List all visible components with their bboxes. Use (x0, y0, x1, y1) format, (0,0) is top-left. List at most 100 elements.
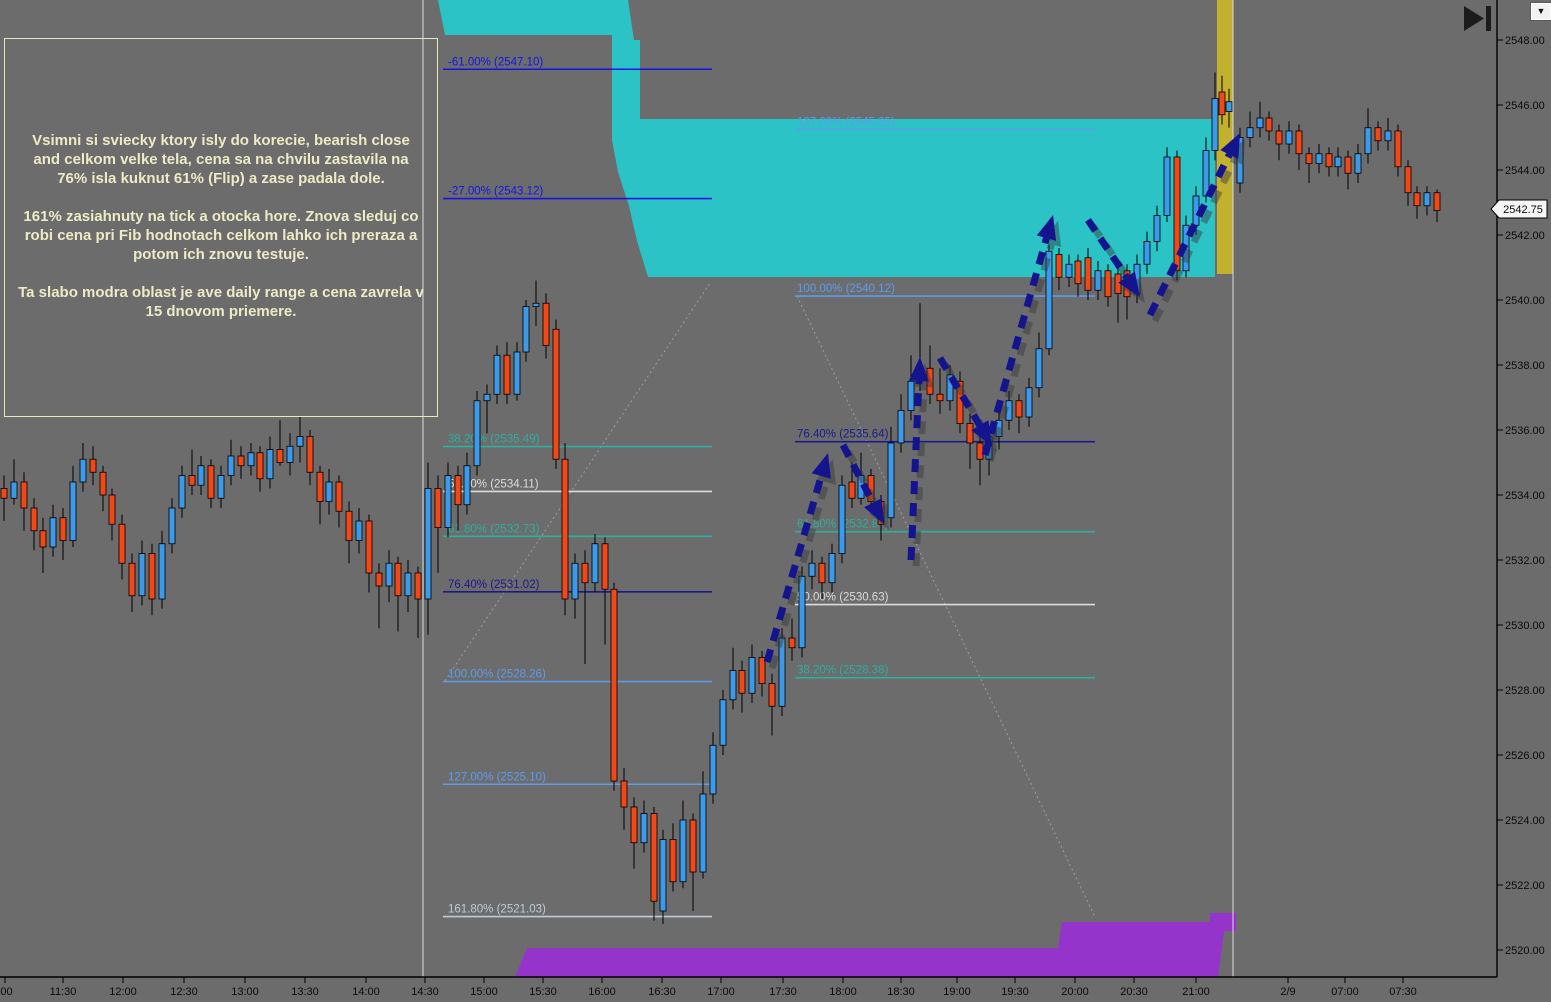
down-candle (237, 455, 245, 467)
up-candle (513, 351, 521, 395)
fib-level-label: 61.80% (2532.73) (448, 523, 540, 535)
down-candle (936, 393, 944, 402)
down-candle (818, 562, 826, 584)
session-lines-layer (422, 0, 1234, 977)
fib-level-label: 127.00% (2545.25) (797, 116, 895, 128)
down-candle (454, 475, 462, 506)
up-candle (49, 517, 57, 548)
down-candle (610, 588, 618, 782)
arrow-head (971, 420, 992, 446)
down-candle (788, 637, 796, 649)
down-candle (552, 328, 560, 460)
up-candle (483, 393, 491, 402)
down-candle (394, 562, 402, 597)
time-tick-label: 07:30 (1389, 986, 1417, 998)
time-tick-label: 15:00 (470, 986, 498, 998)
axis-dropdown-button[interactable]: ▼ (1530, 2, 1551, 21)
up-candle (217, 475, 225, 499)
price-tick-label: 2542.00 (1505, 230, 1545, 242)
arrow-shaft (912, 386, 928, 567)
up-candle (247, 452, 255, 467)
price-tick-label: 2520.00 (1505, 945, 1545, 957)
time-tick-label: 18:30 (887, 986, 915, 998)
arrow-shaft (1085, 218, 1130, 280)
time-tick-label: 2/9 (1280, 986, 1295, 998)
up-candle (532, 302, 540, 307)
down-candle (689, 819, 697, 873)
up-candle (1334, 156, 1342, 168)
fib-level-label: -27.00% (2543.12) (448, 186, 543, 198)
current-price-marker: 2542.75 (1490, 199, 1548, 219)
down-candle (669, 839, 677, 883)
up-candle (887, 442, 895, 519)
up-candle (897, 410, 905, 444)
up-candle (178, 475, 186, 509)
up-candle (1225, 101, 1233, 112)
down-candle (1275, 130, 1283, 145)
price-tick-label: 2524.00 (1505, 815, 1545, 827)
current-price-value: 2542.75 (1503, 204, 1543, 216)
up-candle (296, 436, 304, 447)
up-candle (828, 553, 836, 584)
up-candle (1153, 215, 1161, 242)
down-candle (1305, 153, 1313, 164)
up-candle (729, 670, 737, 701)
time-tick-label: 17:30 (769, 986, 797, 998)
up-candle (158, 543, 166, 600)
up-candle (1246, 127, 1254, 138)
down-candle (1394, 130, 1402, 168)
down-candle (503, 354, 511, 395)
up-candle (808, 562, 816, 577)
down-candle (148, 553, 156, 600)
fib-level-label: 38.20% (2535.49) (448, 434, 540, 446)
down-candle (89, 458, 97, 473)
fib-level-label: 50.00% (2530.63) (797, 592, 889, 604)
up-candle (266, 449, 274, 480)
down-candle (118, 523, 126, 564)
down-candle (99, 471, 107, 496)
up-candle (1202, 150, 1210, 197)
down-candle (188, 475, 196, 486)
down-candle (848, 481, 856, 499)
up-candle (1143, 241, 1151, 265)
up-candle (1256, 117, 1264, 129)
price-tick-label: 2548.00 (1505, 35, 1545, 47)
down-candle (650, 813, 658, 902)
time-tick-label: 13:00 (231, 986, 259, 998)
annotation-arrows-layer (763, 133, 1245, 669)
price-tick-label: 2532.00 (1505, 555, 1545, 567)
up-candle (699, 793, 707, 873)
down-candle (306, 436, 314, 473)
time-tick-label: 17:00 (707, 986, 735, 998)
arrow-head (908, 357, 929, 382)
up-candle (659, 839, 667, 912)
annotation-text-box: Vsimni si sviecky ktory isly do korecie,… (4, 38, 438, 417)
fib-level-label: 50.00% (2534.11) (448, 478, 539, 490)
fib-level-label: 38.20% (2528.38) (797, 665, 889, 677)
skip-to-end-icon[interactable] (1464, 6, 1491, 31)
up-candle (227, 455, 235, 476)
up-candle (1315, 153, 1323, 164)
down-candle (581, 562, 589, 584)
down-candle (207, 465, 215, 499)
up-candle (1025, 387, 1033, 418)
arrow-shaft (981, 237, 1050, 456)
arrow-head (811, 453, 831, 479)
down-candle (1344, 156, 1352, 174)
up-candle (1094, 270, 1102, 291)
fib-level-label: 127.00% (2525.10) (448, 771, 546, 783)
down-candle (1325, 153, 1333, 168)
up-candle (79, 458, 87, 483)
arrow-shaft (768, 481, 830, 669)
up-candle (404, 572, 412, 597)
down-candle (1074, 260, 1082, 285)
up-candle (640, 813, 648, 844)
arrow-shaft (907, 380, 923, 561)
up-candle (946, 374, 954, 402)
arrow-head (1118, 271, 1140, 297)
arrow-head (864, 498, 884, 524)
up-candle (1423, 192, 1431, 207)
